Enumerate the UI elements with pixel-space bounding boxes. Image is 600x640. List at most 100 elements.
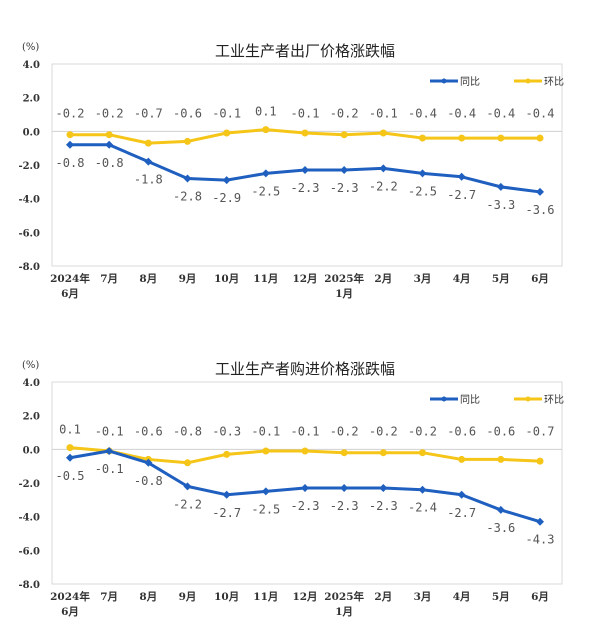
x-tick-label: 12月 [292, 591, 317, 603]
data-point-mom [144, 139, 152, 147]
data-point-yoy [496, 182, 505, 191]
data-point-yoy [536, 517, 544, 526]
data-label: -0.8 [56, 156, 85, 170]
chart-title: 工业生产者出厂价格涨跌幅 [215, 42, 395, 60]
y-tick-label: -4.0 [18, 195, 40, 206]
data-point-yoy [105, 140, 114, 149]
data-point-mom [301, 447, 309, 455]
data-point-mom [223, 129, 231, 137]
data-label: -0.4 [526, 106, 555, 120]
chart-1: 工业生产者出厂价格涨跌幅 (%) 4.0 2.0 0.0 -2.0 -4.0 -6.0 -8.0… [18, 42, 564, 300]
y-tick-label: -8.0 [18, 262, 40, 273]
data-label: -0.2 [56, 106, 85, 120]
data-label: -1.8 [134, 173, 163, 187]
x-tick-label: 4月 [453, 591, 471, 603]
data-label: -0.2 [95, 106, 124, 120]
data-point-mom [340, 449, 348, 457]
data-point-mom [66, 131, 74, 139]
plot-area [51, 63, 563, 267]
x-tick-label: 7月 [100, 273, 118, 285]
y-tick-label: -8.0 [18, 580, 40, 591]
data-label: -0.2 [330, 106, 359, 120]
data-point-yoy [301, 484, 309, 493]
data-point-yoy [66, 140, 74, 149]
y-axis-unit: (%) [22, 42, 39, 53]
data-label: -2.4 [408, 501, 437, 515]
y-tick-label: 4.0 [23, 60, 40, 71]
data-label: 0.1 [59, 423, 81, 437]
x-tick-label: 3月 [414, 591, 432, 603]
data-point-yoy [496, 505, 505, 514]
data-label: -2.3 [369, 499, 398, 513]
chart-title: 工业生产者购进价格涨跌幅 [215, 360, 395, 378]
data-label: -2.5 [251, 502, 280, 516]
x-tick-label: 6月 [61, 288, 79, 300]
x-tick-label: 4月 [453, 273, 471, 285]
data-label: -2.8 [173, 189, 202, 203]
x-tick-label: 8月 [139, 591, 157, 603]
data-label: -0.1 [212, 106, 241, 120]
data-label: -0.1 [95, 424, 124, 438]
data-point-mom [536, 457, 544, 465]
plot-area [51, 381, 563, 585]
data-label: -0.8 [134, 474, 163, 488]
data-label: -0.7 [134, 106, 163, 120]
x-tick-label: 7月 [100, 591, 118, 603]
data-label: -0.6 [173, 106, 202, 120]
data-label: -0.1 [291, 106, 320, 120]
data-point-yoy [105, 447, 114, 456]
chart-2: 工业生产者购进价格涨跌幅 (%) 4.0 2.0 0.0 -2.0 -4.0 -6.0 -8.0… [18, 360, 564, 618]
x-tick-label: 5月 [492, 591, 510, 603]
x-tick-label: 2月 [374, 273, 392, 285]
data-label: -2.3 [291, 499, 320, 513]
x-tick-label: 8月 [139, 273, 157, 285]
data-point-mom [66, 444, 74, 452]
x-tick-label: 10月 [214, 273, 239, 285]
data-point-yoy [340, 166, 349, 175]
y-tick-label: -2.0 [18, 161, 40, 172]
data-point-yoy [301, 166, 309, 175]
data-point-mom [419, 449, 426, 457]
x-tick-label: 2025年 [324, 272, 364, 285]
data-label: -0.2 [330, 424, 359, 438]
x-tick-label: 6月 [61, 606, 79, 618]
legend-label: 同比 [460, 76, 480, 88]
data-label: -2.2 [369, 179, 398, 193]
y-tick-label: -6.0 [18, 228, 40, 239]
data-point-mom [497, 134, 505, 142]
data-label: -0.6 [447, 424, 476, 438]
legend-label: 环比 [544, 394, 564, 406]
data-point-yoy [144, 458, 153, 467]
data-label: -0.3 [212, 424, 241, 438]
data-point-mom [536, 134, 544, 142]
x-tick-label: 2024年 [50, 590, 90, 603]
data-point-yoy [418, 485, 427, 494]
x-tick-label: 11月 [253, 591, 278, 603]
data-label: -2.7 [212, 506, 241, 520]
data-point-yoy [536, 187, 544, 196]
legend-marker [525, 78, 531, 84]
data-label: -4.3 [526, 533, 555, 547]
data-label: 0.1 [255, 105, 277, 119]
data-point-yoy [379, 484, 388, 493]
data-label: -2.5 [408, 184, 437, 198]
data-label: -2.7 [447, 188, 476, 202]
x-tick-label: 9月 [179, 273, 197, 285]
x-tick-label: 10月 [214, 591, 239, 603]
data-label: -0.2 [408, 424, 437, 438]
data-point-yoy [418, 169, 427, 178]
x-tick-label: 2025年 [324, 590, 364, 603]
data-point-mom [262, 447, 270, 455]
x-tick-label: 5月 [492, 273, 510, 285]
y-axis-unit: (%) [22, 360, 39, 371]
x-tick-label: 2024年 [50, 272, 90, 285]
y-tick-label: 0.0 [23, 445, 40, 456]
data-label: -2.3 [330, 499, 359, 513]
legend-label: 同比 [460, 394, 480, 406]
legend-marker [441, 396, 447, 402]
data-point-mom [458, 134, 466, 142]
y-tick-label: -2.0 [18, 479, 40, 490]
data-point-mom [105, 131, 113, 139]
data-point-yoy [144, 157, 153, 166]
data-point-mom [497, 455, 505, 463]
